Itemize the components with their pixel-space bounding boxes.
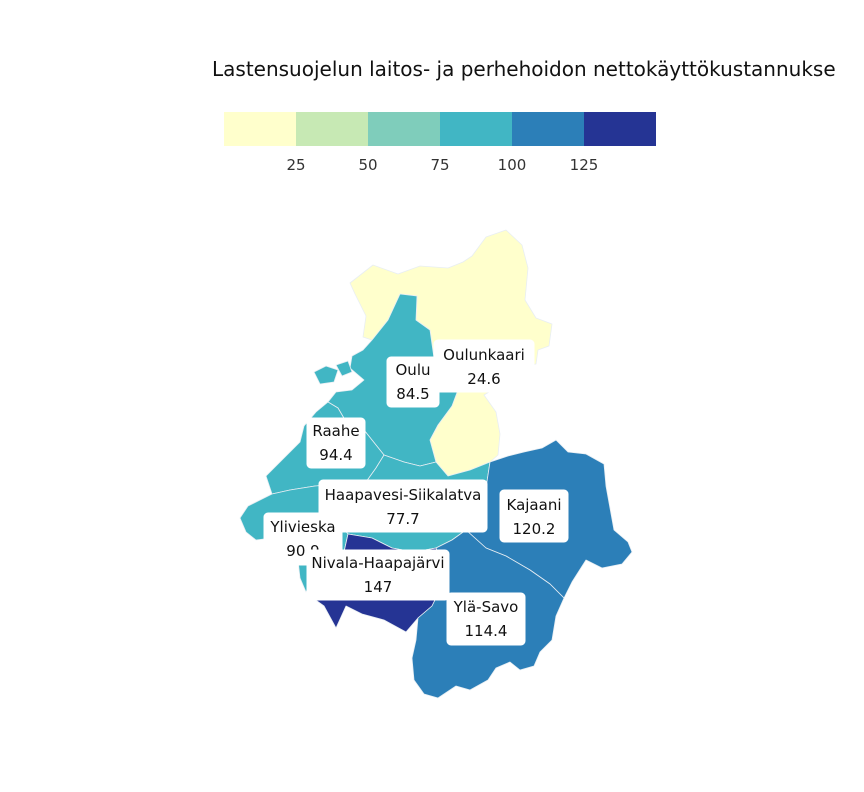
label-value: 84.5 [396, 385, 429, 403]
legend: 25 50 75 100 125 [224, 112, 656, 174]
label-value: 24.6 [467, 370, 500, 388]
legend-tick-label: 75 [430, 156, 449, 174]
map-title: Lastensuojelun laitos- ja perhehoidon ne… [212, 57, 836, 81]
legend-tick-label: 25 [286, 156, 305, 174]
legend-tick-label: 125 [570, 156, 599, 174]
label-box [318, 479, 488, 533]
label-value: 94.4 [319, 446, 352, 464]
label-raahe: Raahe 94.4 [306, 417, 366, 469]
label-box [306, 417, 366, 469]
label-yla-savo: Ylä-Savo 114.4 [446, 592, 526, 646]
legend-tick-label: 50 [358, 156, 377, 174]
region-labels: Oulunkaari 24.6 Oulu 84.5 Raahe 94.4 Haa… [263, 339, 569, 646]
label-name: Ylivieska [269, 518, 335, 536]
label-haapavesi-siikalatva: Haapavesi-Siikalatva 77.7 [318, 479, 488, 533]
label-oulu: Oulu 84.5 [386, 356, 440, 408]
label-name: Ylä-Savo [453, 598, 519, 616]
label-box [386, 356, 440, 408]
regions-layer [239, 229, 633, 699]
region-oulu-island [335, 360, 353, 377]
legend-bin-50-75 [368, 112, 440, 146]
label-box [446, 592, 526, 646]
label-box [499, 489, 569, 543]
label-name: Oulu [396, 361, 431, 379]
label-kajaani: Kajaani 120.2 [499, 489, 569, 543]
label-value: 77.7 [386, 510, 419, 528]
label-oulunkaari: Oulunkaari 24.6 [433, 339, 535, 393]
label-name: Nivala-Haapajärvi [311, 554, 444, 572]
label-nivala-haapajarvi: Nivala-Haapajärvi 147 [306, 549, 450, 601]
label-value: 120.2 [513, 520, 556, 538]
label-value: 147 [364, 578, 393, 596]
legend-bin-100-125 [512, 112, 584, 146]
legend-tick-label: 100 [498, 156, 527, 174]
legend-bin-75-100 [440, 112, 512, 146]
legend-bin-125-150 [584, 112, 656, 146]
label-box [306, 549, 450, 601]
label-value: 114.4 [465, 622, 508, 640]
legend-bin-0-25 [224, 112, 296, 146]
region-oulu-island [313, 365, 339, 385]
legend-bin-25-50 [296, 112, 368, 146]
label-name: Haapavesi-Siikalatva [325, 486, 482, 504]
label-name: Oulunkaari [443, 346, 525, 364]
label-name: Kajaani [507, 496, 562, 514]
label-name: Raahe [312, 422, 359, 440]
